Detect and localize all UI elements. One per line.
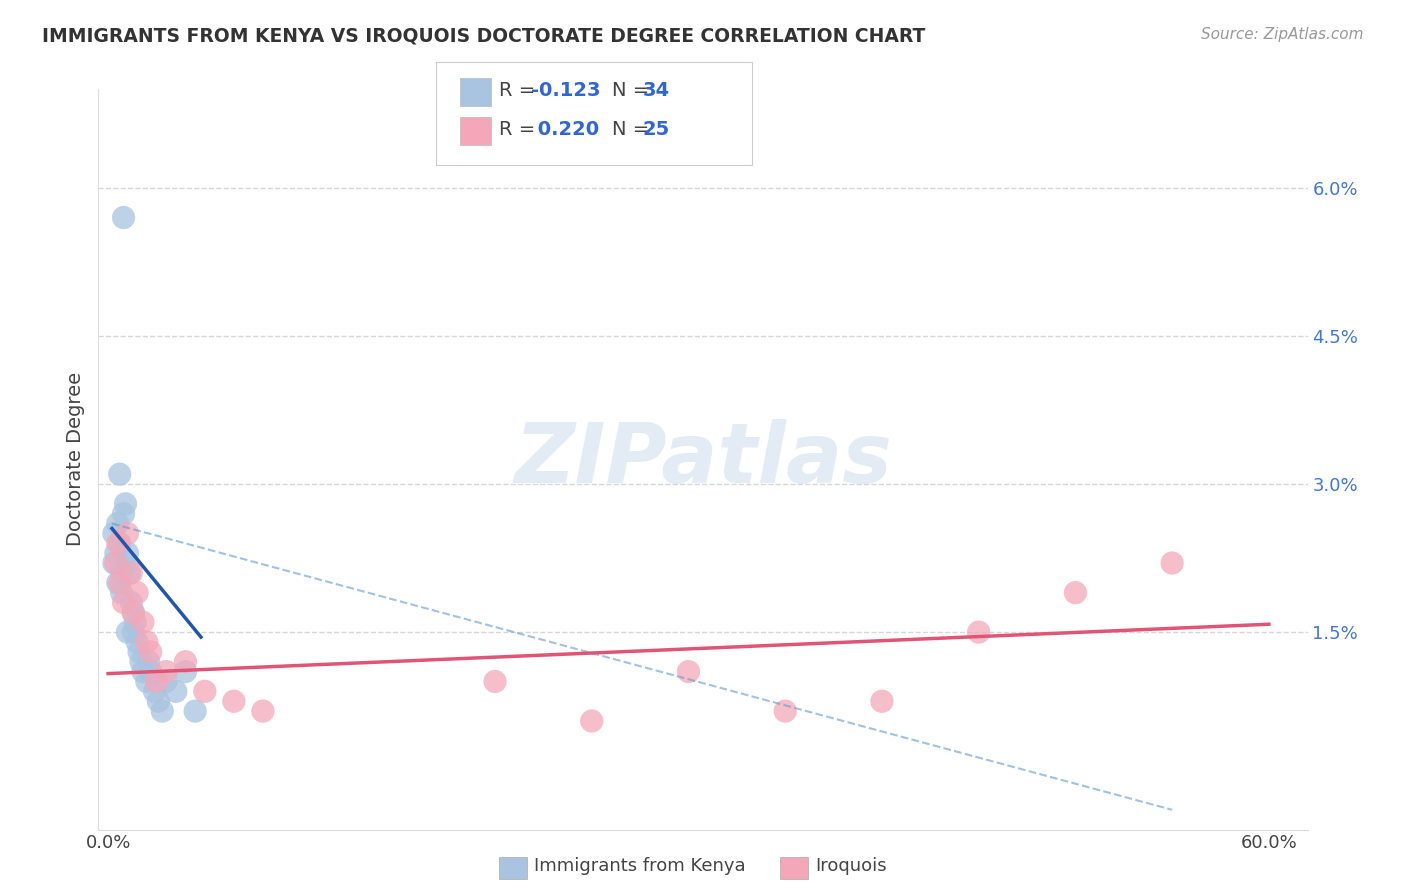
Point	[112, 595, 135, 609]
Point	[120, 566, 142, 580]
Text: Source: ZipAtlas.com: Source: ZipAtlas.com	[1201, 27, 1364, 42]
Point	[108, 536, 131, 550]
Point	[252, 704, 274, 718]
Point	[129, 655, 152, 669]
Point	[678, 665, 700, 679]
Point	[143, 684, 166, 698]
Point	[124, 615, 146, 630]
Point	[222, 694, 245, 708]
Point	[194, 684, 217, 698]
Point	[104, 556, 127, 570]
Point	[138, 655, 160, 669]
Text: ZIPatlas: ZIPatlas	[515, 419, 891, 500]
Point	[107, 516, 129, 531]
Text: Immigrants from Kenya: Immigrants from Kenya	[534, 857, 747, 875]
Point	[139, 645, 162, 659]
Point	[122, 625, 145, 640]
Point	[1064, 585, 1087, 599]
Point	[139, 665, 162, 679]
Text: Iroquois: Iroquois	[815, 857, 887, 875]
Text: -0.123: -0.123	[531, 80, 600, 100]
Point	[165, 684, 187, 698]
Point	[104, 546, 127, 560]
Point	[135, 674, 157, 689]
Text: R =: R =	[499, 80, 541, 100]
Point	[111, 566, 134, 580]
Point	[127, 635, 149, 649]
Text: N =: N =	[612, 120, 655, 139]
Point	[117, 546, 139, 560]
Point	[145, 674, 167, 689]
Point	[122, 606, 145, 620]
Point	[108, 575, 131, 590]
Point	[127, 585, 149, 599]
Y-axis label: Doctorate Degree: Doctorate Degree	[66, 372, 84, 547]
Point	[174, 665, 197, 679]
Point	[120, 595, 142, 609]
Point	[112, 507, 135, 521]
Text: R =: R =	[499, 120, 541, 139]
Point	[148, 694, 170, 708]
Point	[1161, 556, 1184, 570]
Point	[870, 694, 893, 708]
Text: 34: 34	[643, 80, 669, 100]
Point	[581, 714, 603, 728]
Point	[117, 526, 139, 541]
Point	[773, 704, 796, 718]
Text: 25: 25	[643, 120, 669, 139]
Point	[118, 566, 141, 580]
Text: N =: N =	[612, 80, 655, 100]
Point	[107, 575, 129, 590]
Point	[114, 497, 136, 511]
Point	[967, 625, 990, 640]
Point	[132, 665, 155, 679]
Point	[111, 585, 134, 599]
Text: IMMIGRANTS FROM KENYA VS IROQUOIS DOCTORATE DEGREE CORRELATION CHART: IMMIGRANTS FROM KENYA VS IROQUOIS DOCTOR…	[42, 27, 925, 45]
Point	[112, 211, 135, 225]
Point	[155, 674, 177, 689]
Point	[184, 704, 207, 718]
Point	[132, 615, 155, 630]
Point	[135, 635, 157, 649]
Point	[174, 655, 197, 669]
Point	[150, 704, 173, 718]
Point	[103, 526, 125, 541]
Point	[103, 556, 125, 570]
Point	[108, 467, 131, 482]
Point	[117, 625, 139, 640]
Point	[484, 674, 506, 689]
Point	[117, 556, 139, 570]
Point	[122, 606, 145, 620]
Point	[128, 645, 150, 659]
Point	[107, 536, 129, 550]
Text: 0.220: 0.220	[531, 120, 599, 139]
Point	[155, 665, 177, 679]
